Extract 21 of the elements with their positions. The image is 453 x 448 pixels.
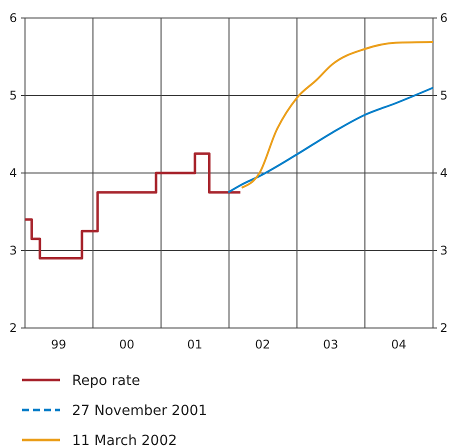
line-series [240,41,434,189]
x-tick-label: 00 [119,338,134,352]
y-tick-label: 4 [9,166,17,180]
legend-label: Repo rate [72,373,140,389]
y2-tick-label: 3 [440,243,448,258]
x-tick-label: 03 [322,338,338,352]
x-tick-label: 04 [391,338,406,352]
y-tick-label: 2 [9,320,17,335]
x-tick-label: 02 [255,338,270,352]
y-tick-label: 3 [9,243,17,258]
y-tick-label: 6 [9,10,17,25]
y2-tick-label: 6 [440,10,448,25]
x-tick-label: 01 [187,338,202,352]
line-series [227,86,434,194]
y2-tick-label: 2 [440,320,448,335]
y2-tick-label: 5 [440,88,448,102]
legend-label: 27 November 2001 [72,403,208,419]
y-tick-label: 5 [9,88,17,102]
legend-label: 11 March 2002 [72,433,178,448]
y2-tick-label: 4 [440,166,448,180]
x-tick-label: 99 [51,338,66,352]
